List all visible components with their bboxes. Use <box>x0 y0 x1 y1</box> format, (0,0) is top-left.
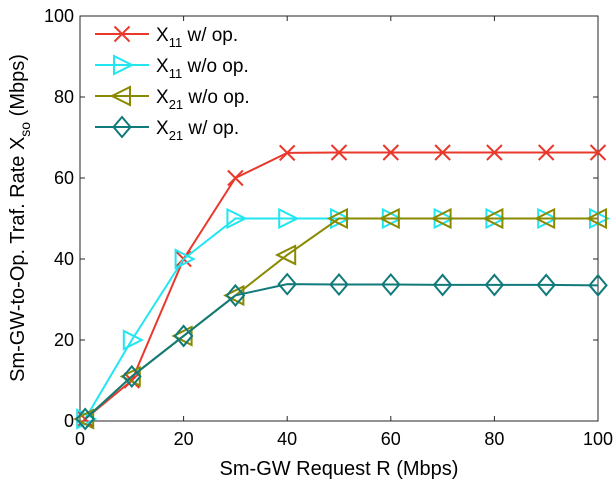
legend-entry: X21 w/o op. <box>95 85 250 112</box>
legend-label: X21 w/o op. <box>156 87 250 112</box>
data-point <box>121 364 142 388</box>
legend-marker <box>95 54 149 76</box>
data-point <box>109 85 131 107</box>
data-point <box>113 54 135 76</box>
legend-marker <box>95 25 149 43</box>
y-tick-label: 40 <box>54 249 74 269</box>
data-point <box>330 144 348 161</box>
legend-entry: X21 w/ op. <box>95 115 239 143</box>
data-point <box>277 272 298 296</box>
data-point <box>585 207 607 230</box>
x-tick-label: 60 <box>381 429 401 449</box>
data-point <box>278 144 296 162</box>
data-point <box>533 207 556 230</box>
y-axis-label-sub: so <box>17 122 33 137</box>
data-point <box>482 207 504 230</box>
axis-ticks: 0 20 40 60 80 100 0 20 40 60 80 100 <box>44 6 613 449</box>
x-tick-label: 0 <box>75 429 85 449</box>
y-axis-label-tail: (Mbps) <box>7 54 29 122</box>
series <box>75 272 608 431</box>
x-axis-label: Sm-GW Request R (Mbps) <box>220 458 459 480</box>
data-point <box>589 144 607 161</box>
x-tick-label: 100 <box>583 429 613 449</box>
data-point <box>326 207 348 230</box>
data-point <box>382 144 400 161</box>
data-point <box>75 407 95 431</box>
legend-entry: X11 w/ op. <box>95 25 238 50</box>
data-point <box>537 144 555 161</box>
x-tick-label: 80 <box>484 429 504 449</box>
data-point <box>278 207 300 230</box>
data-point <box>588 273 608 297</box>
data-point <box>486 144 503 161</box>
y-tick-label: 20 <box>54 330 74 350</box>
y-tick-label: 100 <box>44 6 74 26</box>
data-point <box>380 272 401 297</box>
data-point <box>226 207 248 230</box>
legend-marker <box>95 115 149 139</box>
data-point <box>378 207 400 230</box>
data-point <box>173 324 194 348</box>
data-point <box>432 273 453 297</box>
data-point <box>536 273 557 297</box>
y-tick-label: 80 <box>54 87 74 107</box>
x-tick-label: 20 <box>174 429 194 449</box>
x-tick-label: 40 <box>277 429 297 449</box>
data-point <box>227 169 244 187</box>
data-point <box>329 272 349 297</box>
legend: X11 w/ op. X11 w/o op. X21 w/o op. X21 w… <box>95 25 250 143</box>
data-point <box>112 115 132 139</box>
legend-marker <box>95 85 149 107</box>
data-point <box>113 25 131 43</box>
series-line <box>84 283 599 420</box>
data-point <box>430 207 452 230</box>
legend-label: X11 w/o op. <box>156 56 249 81</box>
data-point <box>434 144 451 161</box>
data-point <box>274 244 297 266</box>
y-axis-label-main: Sm-GW-to-Op. Traf. Rate X <box>7 137 29 382</box>
data-point <box>122 329 145 351</box>
data-point <box>225 283 246 307</box>
y-axis-label: Sm-GW-to-Op. Traf. Rate Xso (Mbps) <box>7 54 33 382</box>
data-point <box>174 248 196 270</box>
legend-label: X21 w/ op. <box>156 118 239 143</box>
data-point <box>484 273 505 297</box>
legend-label: X11 w/ op. <box>156 25 238 50</box>
y-tick-label: 60 <box>54 168 74 188</box>
series-layer <box>72 144 611 431</box>
y-tick-label: 0 <box>64 411 74 431</box>
legend-entry: X11 w/o op. <box>95 54 249 81</box>
